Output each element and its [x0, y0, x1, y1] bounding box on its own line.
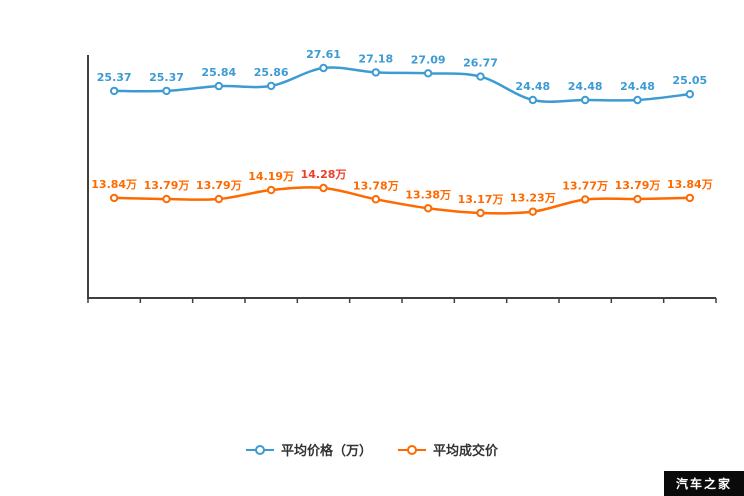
series-1-label-10: 13.79万	[615, 179, 661, 192]
series-1-label-11: 13.84万	[667, 178, 713, 191]
series-0-point-4[interactable]	[319, 63, 328, 73]
series-0-label-2: 25.84	[201, 66, 236, 79]
series-1-point-10[interactable]	[633, 194, 642, 204]
series-0-point-2[interactable]	[214, 81, 224, 91]
series-0-label-11: 25.05	[672, 74, 707, 87]
series-0-label-5: 27.18	[358, 52, 393, 65]
series-0-label-1: 25.37	[149, 71, 184, 84]
series-1-point-0[interactable]	[109, 193, 119, 203]
series-0-line	[112, 66, 692, 103]
legend-marker-orange-icon	[398, 444, 426, 456]
series-0-point-0[interactable]	[109, 86, 119, 96]
series-0-point-6[interactable]	[423, 69, 433, 78]
series-0-label-4: 27.61	[306, 48, 341, 61]
series-1-point-9[interactable]	[580, 195, 590, 204]
series-1-point-3[interactable]	[266, 185, 276, 195]
series-0-label-3: 25.86	[254, 66, 289, 79]
series-0-point-5[interactable]	[371, 68, 381, 77]
legend-marker-blue-icon	[245, 444, 274, 456]
series-0-label-9: 24.48	[568, 80, 603, 93]
series-0-point-3[interactable]	[266, 81, 276, 91]
legend-label-avg-price: 平均价格（万）	[280, 444, 372, 459]
watermark-autohome: 汽车之家	[663, 471, 744, 496]
series-0-point-10[interactable]	[633, 95, 642, 105]
series-1-point-5[interactable]	[371, 195, 381, 204]
series-1-label-5: 13.78万	[353, 179, 399, 192]
line-chart: 25.37 25.37 25.84 25.86 27.61 27.18 27.09 26.77…	[87, 48, 717, 303]
series-1-point-6[interactable]	[423, 204, 433, 213]
series-1-point-1[interactable]	[162, 194, 171, 204]
series-0-label-8: 24.48	[515, 80, 550, 93]
series-1-label-8: 13.23万	[510, 192, 556, 205]
legend-label-avg-deal-price: 平均成交价	[433, 444, 499, 459]
series-1-point-4[interactable]	[319, 183, 328, 193]
series-0-point-8[interactable]	[528, 95, 538, 105]
series-0-label-6: 27.09	[411, 53, 446, 66]
series-0-point-7[interactable]	[476, 72, 485, 81]
series-1-label-2: 13.79万	[196, 179, 242, 192]
series-0-label-10: 24.48	[620, 80, 655, 93]
series-1-label-7: 13.17万	[458, 193, 504, 206]
legend-item-avg-price[interactable]: 平均价格（万）	[245, 440, 372, 459]
series-0-point-9[interactable]	[580, 95, 590, 105]
series-1-point-2[interactable]	[214, 194, 224, 204]
series-1-point-11[interactable]	[685, 193, 695, 203]
chart-legend: 平均价格（万） 平均成交价	[0, 440, 744, 459]
series-1-label-9: 13.77万	[562, 179, 608, 192]
series-0-label-0: 25.37	[97, 71, 132, 84]
series-1-point-7[interactable]	[476, 208, 485, 218]
series-1-label-1: 13.79万	[144, 179, 190, 192]
series-0-point-11[interactable]	[685, 89, 695, 99]
series-1-label-3: 14.19万	[248, 170, 294, 183]
series-1-label-6: 13.38万	[405, 188, 451, 201]
series-1-label-4: 14.28万	[301, 168, 347, 181]
series-1-label-0: 13.84万	[91, 178, 137, 191]
legend-item-avg-deal-price[interactable]: 平均成交价	[398, 440, 498, 459]
series-0-point-1[interactable]	[162, 86, 171, 96]
series-1-point-8[interactable]	[528, 207, 538, 216]
series-0-label-7: 26.77	[463, 57, 498, 70]
series-1-line	[112, 186, 692, 215]
